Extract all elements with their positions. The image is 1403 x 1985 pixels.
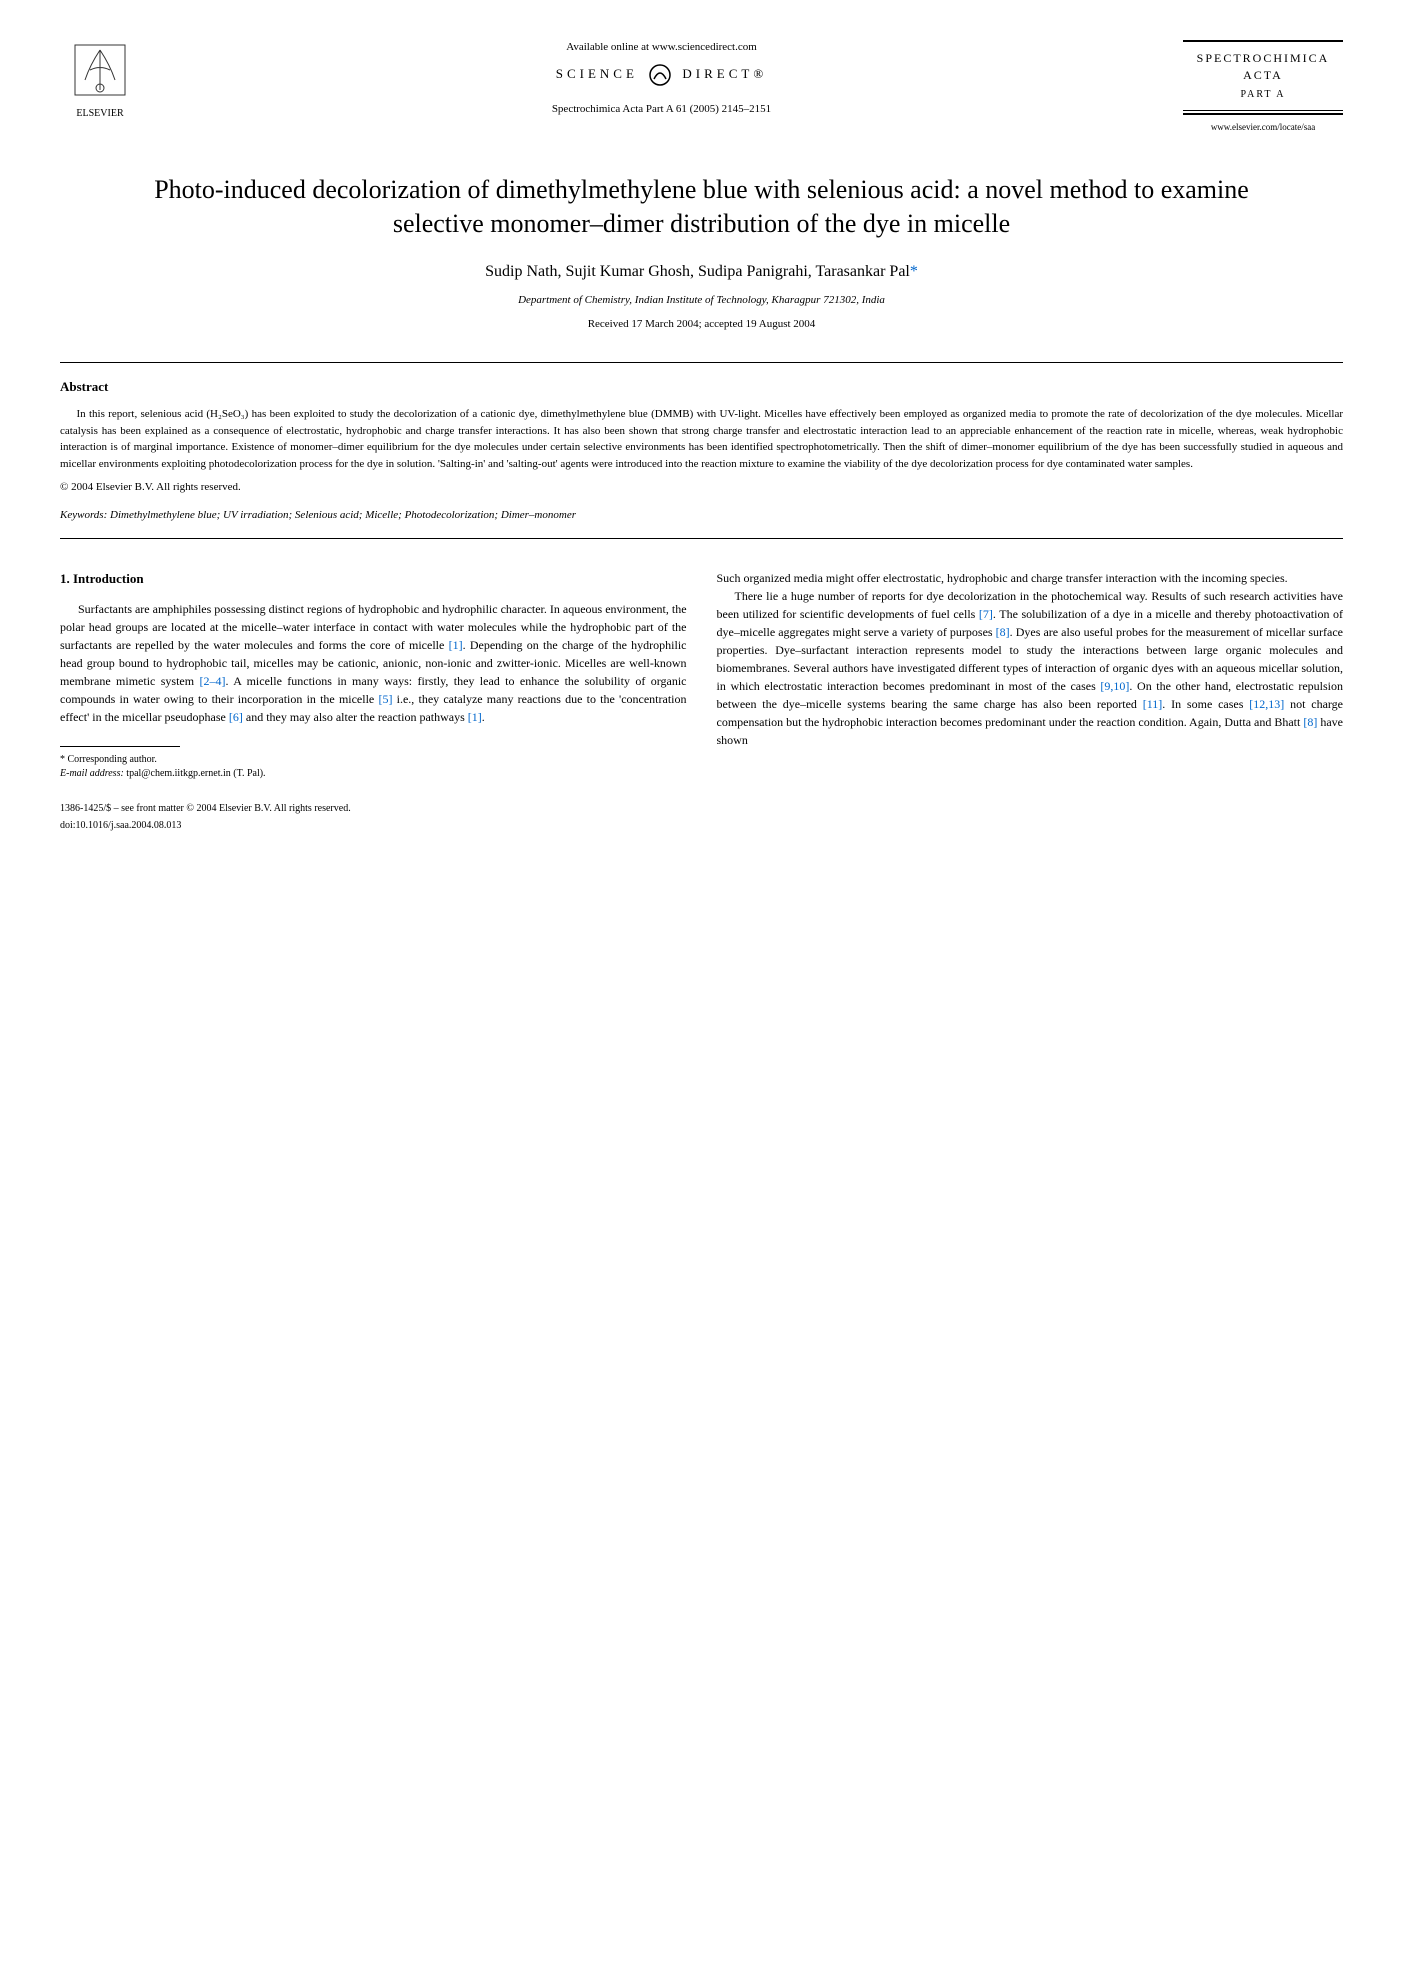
email-label: E-mail address:	[60, 768, 124, 779]
right-column: Such organized media might offer electro…	[717, 569, 1344, 834]
affiliation: Department of Chemistry, Indian Institut…	[60, 293, 1343, 308]
ref-2-4[interactable]: [2–4]	[199, 674, 225, 688]
footnote-separator	[60, 746, 180, 747]
journal-url: www.elsevier.com/locate/saa	[1183, 121, 1343, 134]
email-footnote: E-mail address: tpal@chem.iitkgp.ernet.i…	[60, 767, 687, 781]
available-online-text: Available online at www.sciencedirect.co…	[160, 40, 1163, 55]
ref-1b[interactable]: [1]	[468, 710, 482, 724]
body-columns: 1. Introduction Surfactants are amphiphi…	[60, 569, 1343, 834]
keywords-text: Dimethylmethylene blue; UV irradiation; …	[110, 509, 576, 521]
section-1-heading: 1. Introduction	[60, 569, 687, 589]
elsevier-logo: ELSEVIER	[60, 40, 140, 121]
ref-1[interactable]: [1]	[449, 638, 463, 652]
abstract-text: In this report, selenious acid (H₂SeO₃) …	[60, 406, 1343, 472]
footer-copyright: 1386-1425/$ – see front matter © 2004 El…	[60, 801, 687, 816]
ref-8[interactable]: [8]	[996, 625, 1010, 639]
corresponding-footnote: * Corresponding author.	[60, 753, 687, 767]
email-address: tpal@chem.iitkgp.ernet.in (T. Pal).	[126, 768, 265, 779]
intro-para-1: Surfactants are amphiphiles possessing d…	[60, 600, 687, 726]
authors-line: Sudip Nath, Sujit Kumar Ghosh, Sudipa Pa…	[60, 261, 1343, 283]
abstract-heading: Abstract	[60, 378, 1343, 396]
science-direct-logo: SCIENCE DIRECT®	[160, 63, 1163, 87]
elsevier-tree-icon	[60, 40, 140, 107]
ref-7[interactable]: [7]	[979, 607, 993, 621]
divider-top	[60, 362, 1343, 363]
ref-11[interactable]: [11]	[1143, 697, 1163, 711]
intro-para-2-continuation: Such organized media might offer electro…	[717, 569, 1344, 587]
ref-6[interactable]: [6]	[229, 710, 243, 724]
abstract-copyright: © 2004 Elsevier B.V. All rights reserved…	[60, 480, 1343, 495]
page-header: ELSEVIER Available online at www.science…	[60, 40, 1343, 133]
header-center: Available online at www.sciencedirect.co…	[140, 40, 1183, 118]
keywords-label: Keywords:	[60, 509, 107, 521]
journal-reference: Spectrochimica Acta Part A 61 (2005) 214…	[160, 102, 1163, 117]
journal-name: SPECTROCHIMICA ACTA	[1187, 50, 1339, 84]
footer-doi: doi:10.1016/j.saa.2004.08.013	[60, 818, 687, 833]
left-column: 1. Introduction Surfactants are amphiphi…	[60, 569, 687, 834]
journal-part: PART A	[1187, 88, 1339, 102]
elsevier-text: ELSEVIER	[60, 107, 140, 121]
divider-bottom	[60, 538, 1343, 539]
article-dates: Received 17 March 2004; accepted 19 Augu…	[60, 317, 1343, 332]
keywords-line: Keywords: Dimethylmethylene blue; UV irr…	[60, 508, 1343, 523]
journal-box: SPECTROCHIMICA ACTA PART A www.elsevier.…	[1183, 40, 1343, 133]
ref-8b[interactable]: [8]	[1303, 715, 1317, 729]
intro-para-3: There lie a huge number of reports for d…	[717, 587, 1344, 749]
ref-5[interactable]: [5]	[378, 692, 392, 706]
corresponding-asterisk: *	[910, 263, 918, 280]
article-title: Photo-induced decolorization of dimethyl…	[140, 173, 1263, 241]
ref-12-13[interactable]: [12,13]	[1249, 697, 1284, 711]
authors-names: Sudip Nath, Sujit Kumar Ghosh, Sudipa Pa…	[485, 263, 910, 280]
ref-9-10[interactable]: [9,10]	[1100, 679, 1129, 693]
